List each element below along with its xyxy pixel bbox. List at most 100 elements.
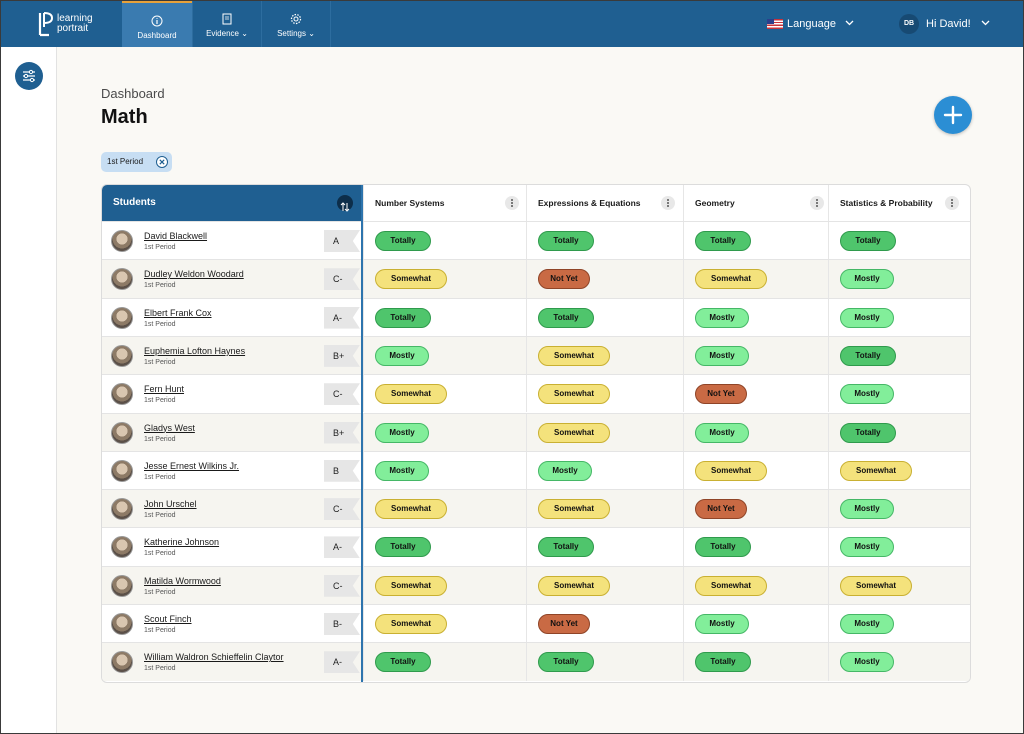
user-greeting: Hi David! (926, 18, 971, 30)
rating-pill[interactable]: Mostly (695, 614, 749, 634)
grade-badge: B+ (324, 421, 360, 444)
remove-filter-icon[interactable] (156, 156, 168, 168)
rating-pill[interactable]: Totally (695, 231, 751, 251)
rating-pill[interactable]: Mostly (695, 307, 749, 328)
rating-pill[interactable]: Mostly (375, 460, 429, 481)
rating-pill[interactable]: Somewhat (695, 575, 767, 596)
filter-button[interactable] (15, 62, 43, 90)
rating-cell: Mostly (828, 298, 970, 336)
rating-cell: Mostly (828, 260, 970, 298)
rating-pill[interactable]: Somewhat (538, 345, 610, 366)
rating-pill[interactable]: Totally (538, 652, 594, 673)
grade-value: C- (333, 274, 343, 285)
rating-pill[interactable]: Somewhat (538, 384, 610, 405)
rating-pill[interactable]: Mostly (695, 422, 749, 443)
rating-pill[interactable]: Mostly (840, 537, 894, 558)
rating-pill[interactable]: Not Yet (538, 614, 590, 634)
rating-pill[interactable]: Mostly (695, 345, 749, 366)
rating-pill[interactable]: Totally (840, 231, 896, 251)
kebab-menu-icon[interactable] (810, 196, 824, 210)
rating-pill[interactable]: Mostly (375, 422, 429, 443)
rating-pill[interactable]: Somewhat (840, 575, 912, 596)
rating-pill[interactable]: Somewhat (695, 269, 767, 290)
add-button[interactable] (934, 96, 972, 134)
student-name-link[interactable]: Dudley Weldon Woodard (144, 269, 244, 280)
rating-pill[interactable]: Somewhat (695, 460, 767, 481)
student-name-link[interactable]: Matilda Wormwood (144, 575, 221, 586)
rating-pill[interactable]: Totally (840, 345, 896, 366)
rating-pill[interactable]: Somewhat (375, 269, 447, 290)
rating-pill[interactable]: Totally (375, 231, 431, 251)
rating-cell: Totally (526, 643, 683, 681)
student-period: 1st Period (144, 550, 176, 558)
student-period: 1st Period (144, 665, 176, 673)
rating-pill[interactable]: Somewhat (538, 422, 610, 443)
rating-pill[interactable]: Mostly (375, 345, 429, 366)
rating-pill[interactable]: Totally (695, 537, 751, 558)
tab-settings[interactable]: Settings ⌄ (262, 1, 330, 47)
rating-pill[interactable]: Mostly (840, 614, 894, 634)
tab-evidence-label: Evidence ⌄ (193, 29, 261, 38)
kebab-menu-icon[interactable] (661, 196, 675, 210)
student-name-link[interactable]: William Waldron Schieffelin Claytor (144, 652, 284, 663)
table-row: Gladys West 1st Period B+ Mostly Somewhat Mos… (102, 412, 970, 451)
rating-pill[interactable]: Not Yet (695, 384, 747, 405)
column-header-number-systems: Number Systems (363, 185, 526, 221)
column-header-expressions-equations: Expressions & Equations (526, 185, 683, 221)
student-cell: Katherine Johnson 1st Period A- (102, 528, 361, 565)
rating-pill[interactable]: Mostly (840, 384, 894, 405)
student-name-link[interactable]: John Urschel (144, 499, 197, 510)
us-flag-icon (767, 19, 783, 29)
student-name-link[interactable]: Fern Hunt (144, 384, 185, 395)
filter-chip-label: 1st Period (107, 157, 144, 166)
rating-pill[interactable]: Totally (538, 537, 594, 558)
table-row: David Blackwell 1st Period A Totally Totally… (102, 221, 970, 260)
rating-pill[interactable]: Somewhat (375, 384, 447, 405)
student-name-link[interactable]: Katherine Johnson (144, 537, 220, 548)
student-name-link[interactable]: David Blackwell (144, 231, 208, 241)
rating-pill[interactable]: Totally (840, 422, 896, 443)
rating-pill[interactable]: Totally (538, 231, 594, 251)
kebab-menu-icon[interactable] (945, 196, 959, 210)
grade-value: C- (333, 389, 343, 400)
rating-pill[interactable]: Not Yet (538, 269, 590, 290)
sort-button[interactable] (337, 195, 353, 212)
student-name-link[interactable]: Euphemia Lofton Haynes (144, 345, 246, 356)
tab-dashboard[interactable]: Dashboard (122, 1, 192, 47)
rating-pill[interactable]: Somewhat (375, 575, 447, 596)
rating-pill[interactable]: Somewhat (538, 499, 610, 520)
student-period: 1st Period (144, 588, 176, 596)
student-name-link[interactable]: Gladys West (144, 422, 195, 433)
column-header-statistics-probability: Statistics & Probability (828, 185, 970, 221)
kebab-menu-icon[interactable] (505, 196, 519, 210)
rating-pill[interactable]: Mostly (840, 269, 894, 290)
rating-pill[interactable]: Somewhat (840, 460, 912, 481)
chevron-down-icon: ⌄ (241, 29, 248, 38)
student-name-link[interactable]: Jesse Ernest Wilkins Jr. (144, 460, 240, 471)
rating-cell: Totally (526, 222, 683, 260)
page-title: Math (101, 106, 148, 128)
student-cell: David Blackwell 1st Period A (102, 222, 361, 259)
tab-evidence[interactable]: Evidence ⌄ (193, 1, 261, 47)
rating-pill[interactable]: Somewhat (375, 499, 447, 520)
rating-pill[interactable]: Totally (695, 652, 751, 673)
student-name-link[interactable]: Scout Finch (144, 614, 192, 624)
rating-pill[interactable]: Totally (375, 307, 431, 328)
rating-pill[interactable]: Mostly (840, 499, 894, 520)
students-column-divider (361, 185, 363, 682)
student-period: 1st Period (144, 473, 176, 481)
rating-pill[interactable]: Totally (538, 307, 594, 328)
rating-pill[interactable]: Not Yet (695, 499, 747, 520)
rating-pill[interactable]: Mostly (538, 460, 592, 481)
rating-pill[interactable]: Mostly (840, 652, 894, 673)
rating-pill[interactable]: Totally (375, 537, 431, 558)
table-row: John Urschel 1st Period C- Somewhat Somewhat… (102, 489, 970, 528)
rating-pill[interactable]: Totally (375, 652, 431, 673)
grade-value: A- (333, 657, 342, 668)
student-name-link[interactable]: Elbert Frank Cox (144, 307, 212, 318)
column-header-label: Statistics & Probability (840, 198, 933, 208)
rating-pill[interactable]: Mostly (840, 307, 894, 328)
rating-pill[interactable]: Somewhat (538, 575, 610, 596)
learning-portrait-logo[interactable]: learning portrait (37, 11, 117, 37)
rating-pill[interactable]: Somewhat (375, 614, 447, 634)
